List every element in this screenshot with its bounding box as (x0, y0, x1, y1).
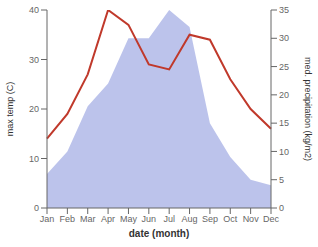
svg-text:Jun: Jun (142, 214, 157, 224)
svg-text:5: 5 (279, 175, 284, 185)
svg-text:10: 10 (29, 154, 39, 164)
svg-text:15: 15 (279, 118, 289, 128)
svg-text:20: 20 (279, 90, 289, 100)
svg-text:0: 0 (279, 203, 284, 213)
svg-text:date (month): date (month) (129, 228, 190, 239)
svg-text:max temp (C): max temp (C) (8, 82, 15, 137)
svg-text:Apr: Apr (101, 214, 115, 224)
svg-text:Jul: Jul (163, 214, 175, 224)
svg-text:Feb: Feb (60, 214, 76, 224)
svg-text:30: 30 (29, 55, 39, 65)
svg-text:10: 10 (279, 147, 289, 157)
svg-text:Sep: Sep (202, 214, 218, 224)
svg-text:35: 35 (279, 5, 289, 15)
svg-text:med. precipitation (kg/m2): med. precipitation (kg/m2) (303, 57, 310, 161)
svg-text:0: 0 (34, 203, 39, 213)
svg-text:Oct: Oct (223, 214, 238, 224)
svg-text:25: 25 (279, 62, 289, 72)
svg-text:Mar: Mar (80, 214, 96, 224)
svg-text:Aug: Aug (182, 214, 198, 224)
svg-text:Dec: Dec (263, 214, 280, 224)
svg-text:40: 40 (29, 5, 39, 15)
svg-text:Nov: Nov (243, 214, 260, 224)
svg-text:30: 30 (279, 33, 289, 43)
svg-text:Jan: Jan (40, 214, 55, 224)
svg-text:May: May (120, 214, 138, 224)
svg-text:20: 20 (29, 104, 39, 114)
